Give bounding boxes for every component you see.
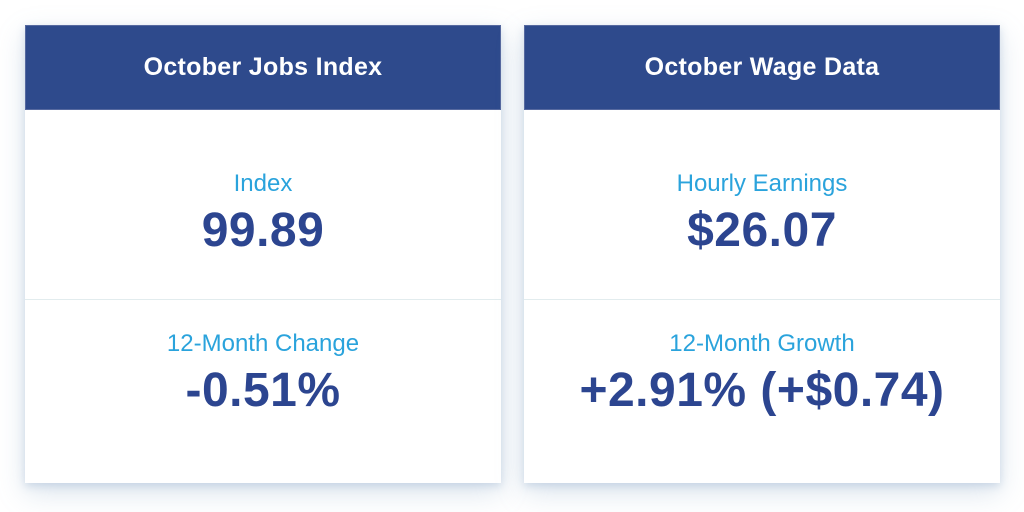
jobs-card-divider <box>25 299 501 300</box>
jobs-index-card: October Jobs Index Index 99.89 12-Month … <box>25 25 501 483</box>
wage-data-card: October Wage Data Hourly Earnings $26.07… <box>524 25 1000 483</box>
jobs-index-card-title: October Jobs Index <box>143 53 383 81</box>
index-stat-value: 99.89 <box>201 203 325 257</box>
index-stat-label: Index <box>233 169 293 197</box>
twelve-month-growth-stat-section: 12-Month Growth +2.91% (+$0.74) <box>524 300 1000 483</box>
stat-cards-row: October Jobs Index Index 99.89 12-Month … <box>25 25 1000 483</box>
hourly-earnings-label: Hourly Earnings <box>676 169 848 197</box>
jobs-index-card-header: October Jobs Index <box>25 25 501 110</box>
twelve-month-change-stat-section: 12-Month Change -0.51% <box>25 300 501 483</box>
jobs-index-card-body: Index 99.89 12-Month Change -0.51% <box>25 110 501 483</box>
twelve-month-growth-label: 12-Month Growth <box>669 329 855 357</box>
hourly-earnings-stat-section: Hourly Earnings $26.07 <box>524 110 1000 299</box>
wage-data-card-title: October Wage Data <box>644 53 880 81</box>
wage-data-card-body: Hourly Earnings $26.07 12-Month Growth +… <box>524 110 1000 483</box>
twelve-month-change-value: -0.51% <box>185 363 341 417</box>
twelve-month-growth-value: +2.91% (+$0.74) <box>579 363 945 417</box>
hourly-earnings-value: $26.07 <box>687 203 837 257</box>
wage-card-divider <box>524 299 1000 300</box>
index-stat-section: Index 99.89 <box>25 110 501 299</box>
wage-data-card-header: October Wage Data <box>524 25 1000 110</box>
twelve-month-change-label: 12-Month Change <box>166 329 360 357</box>
